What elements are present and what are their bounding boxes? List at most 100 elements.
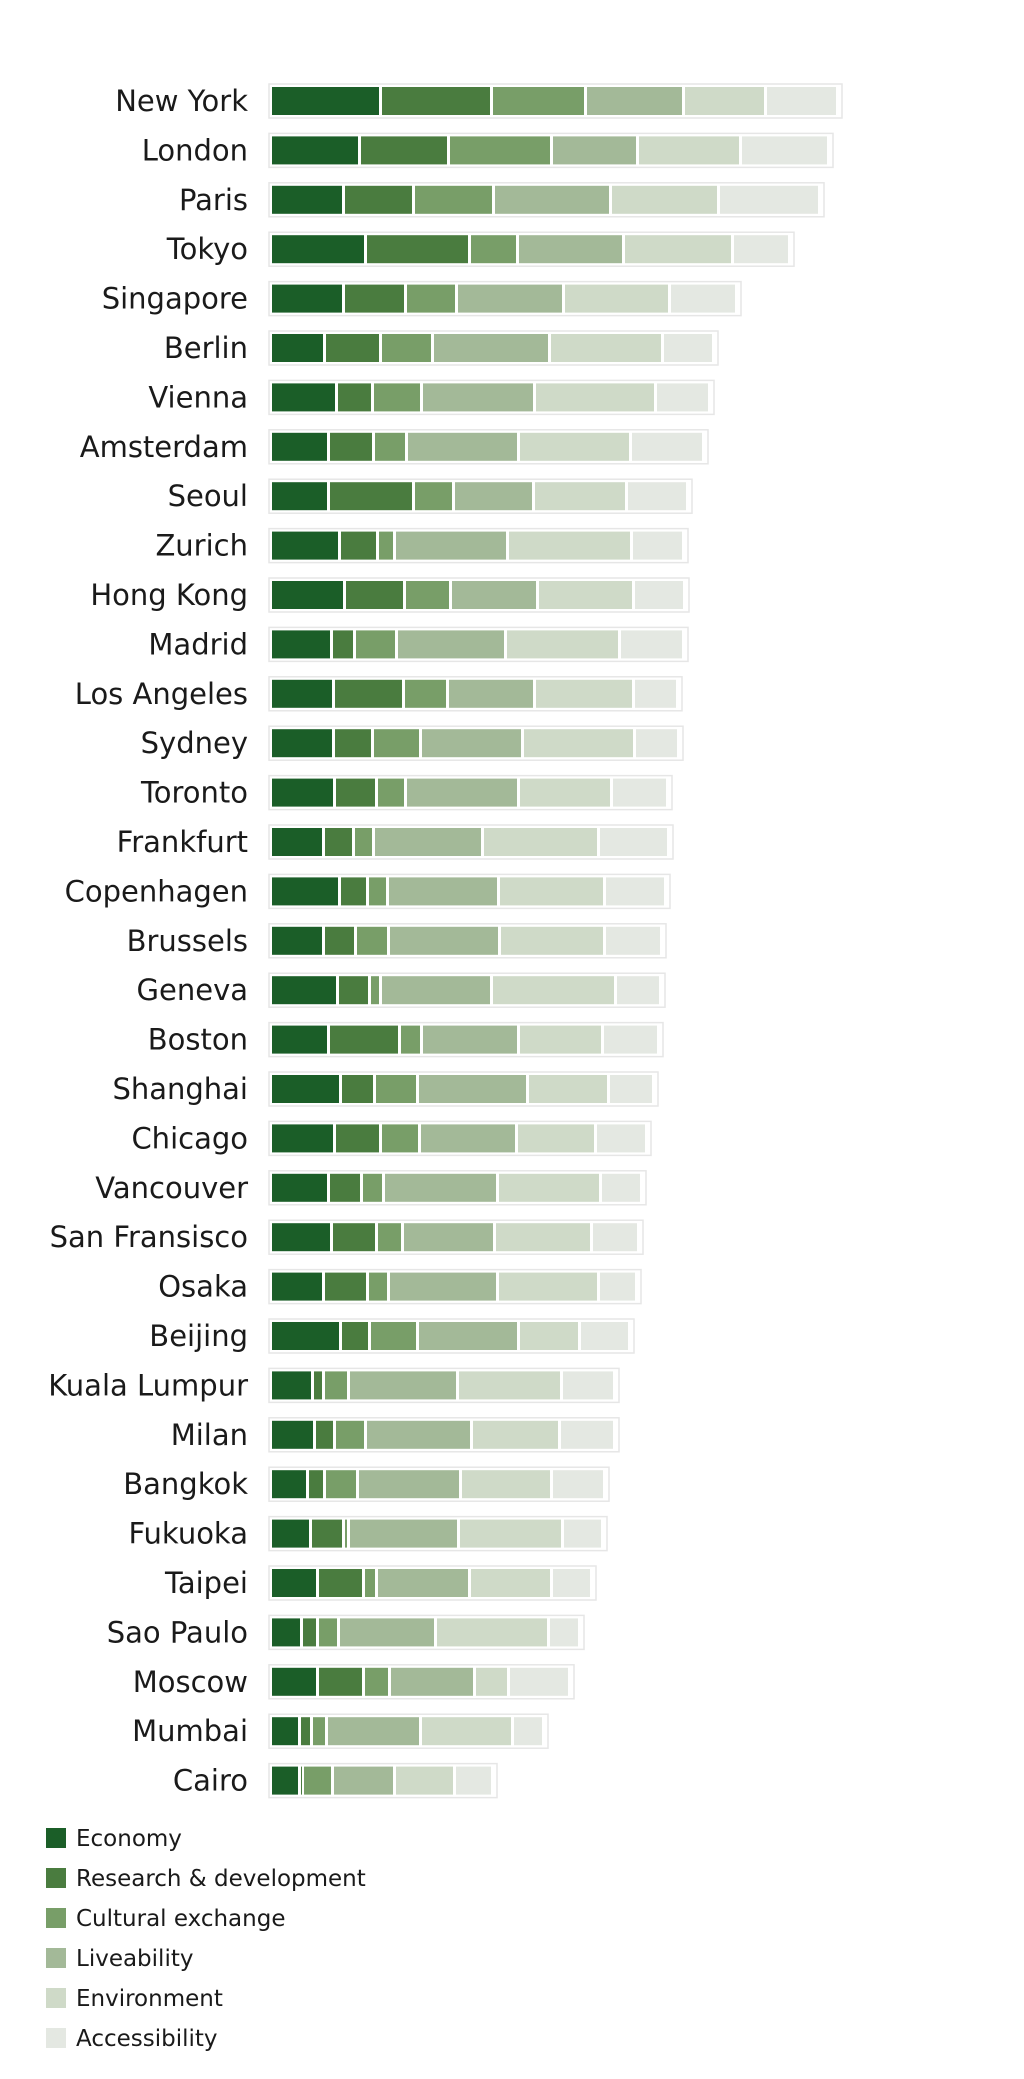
bar-segment-sydney-research-development [335, 729, 371, 758]
bar-segment-bangkok-economy [272, 1470, 306, 1499]
bar-segment-london-economy [272, 136, 358, 165]
city-label-vancouver: Vancouver [95, 1171, 248, 1205]
bar-segment-london-accessibility [742, 136, 827, 165]
bar-segment-london-cultural-exchange [450, 136, 550, 165]
bar-segment-amsterdam-environment [520, 432, 629, 461]
bar-segment-madrid-cultural-exchange [356, 630, 395, 659]
bar-segment-seoul-cultural-exchange [415, 482, 452, 511]
bar-segment-milan-economy [272, 1420, 313, 1449]
city-label-los-angeles: Los Angeles [75, 677, 248, 711]
bar-segment-tokyo-accessibility [734, 235, 788, 264]
bar-segment-los-angeles-accessibility [635, 679, 676, 708]
bar-segment-milan-environment [473, 1420, 558, 1449]
city-label-new-york: New York [115, 84, 248, 118]
bar-segment-beijing-research-development [342, 1322, 368, 1350]
city-label-taipei: Taipei [164, 1566, 248, 1600]
bar-segment-shanghai-research-development [342, 1075, 373, 1103]
bar-segment-osaka-liveability [390, 1272, 496, 1301]
bar-segment-paris-research-development [345, 185, 412, 214]
bar-segment-bangkok-liveability [359, 1470, 459, 1499]
bar-segment-frankfurt-cultural-exchange [355, 828, 372, 856]
bar-segment-sao-paulo-liveability [340, 1618, 434, 1647]
bar-segment-moscow-research-development [319, 1667, 362, 1696]
bar-segment-london-environment [639, 136, 739, 165]
bar-segment-seoul-research-development [330, 482, 412, 511]
bar-segment-beijing-cultural-exchange [371, 1322, 416, 1350]
bar-segment-geneva-cultural-exchange [371, 976, 379, 1005]
bar-segment-milan-research-development [316, 1420, 333, 1449]
city-label-mumbai: Mumbai [132, 1714, 248, 1748]
bar-segment-cairo-research-development [301, 1766, 302, 1795]
bar-segment-copenhagen-cultural-exchange [369, 877, 386, 906]
bar-segment-paris-liveability [495, 185, 609, 214]
bar-segment-seoul-economy [272, 482, 327, 511]
bar-segment-chicago-liveability [421, 1124, 515, 1153]
bar-segment-vancouver-liveability [385, 1173, 496, 1202]
bar-segment-seoul-liveability [455, 482, 532, 511]
bar-segment-los-angeles-environment [536, 679, 632, 708]
bar-segment-sydney-accessibility [636, 729, 677, 758]
city-label-geneva: Geneva [137, 973, 248, 1007]
legend-label-environment: Environment [76, 1986, 223, 2012]
bar-segment-paris-cultural-exchange [415, 185, 492, 214]
bar-segment-brussels-economy [272, 926, 322, 955]
legend-label-cultural-exchange: Cultural exchange [76, 1906, 285, 1932]
bar-segment-cairo-cultural-exchange [304, 1766, 331, 1795]
bar-segment-osaka-research-development [325, 1272, 366, 1301]
bar-segment-mumbai-research-development [301, 1717, 310, 1746]
bar-segment-chicago-economy [272, 1124, 333, 1153]
bar-segment-amsterdam-liveability [408, 432, 517, 461]
bar-segment-osaka-environment [499, 1272, 597, 1301]
bar-segment-amsterdam-accessibility [632, 432, 702, 461]
bar-segment-taipei-environment [471, 1569, 550, 1597]
bar-segment-boston-environment [520, 1025, 601, 1054]
bar-segment-sydney-liveability [422, 729, 521, 758]
bar-segment-geneva-environment [493, 976, 614, 1005]
bar-segment-fukuoka-accessibility [564, 1519, 601, 1548]
city-label-shanghai: Shanghai [112, 1072, 248, 1106]
bar-segment-los-angeles-economy [272, 679, 332, 708]
bar-segment-frankfurt-liveability [375, 828, 481, 856]
bar-segment-shanghai-environment [529, 1075, 607, 1103]
bar-segment-kuala-lumpur-cultural-exchange [325, 1371, 347, 1400]
bar-segment-frankfurt-economy [272, 828, 322, 856]
bar-segment-shanghai-economy [272, 1075, 339, 1103]
bar-segment-berlin-environment [551, 334, 661, 362]
city-label-osaka: Osaka [158, 1270, 248, 1304]
bar-segment-san-fransisco-research-development [333, 1223, 375, 1252]
legend-swatch-economy [46, 1828, 66, 1848]
bar-segment-los-angeles-research-development [335, 679, 402, 708]
bar-segment-mumbai-cultural-exchange [313, 1717, 325, 1746]
bar-segment-kuala-lumpur-economy [272, 1371, 311, 1400]
bar-segment-geneva-liveability [382, 976, 490, 1005]
bar-segment-vancouver-environment [499, 1173, 599, 1202]
bar-segment-toronto-cultural-exchange [378, 778, 404, 807]
city-label-fukuoka: Fukuoka [128, 1517, 248, 1551]
bar-segment-chicago-accessibility [597, 1124, 645, 1153]
city-label-moscow: Moscow [133, 1665, 248, 1699]
bar-segment-taipei-liveability [378, 1569, 468, 1597]
bar-segment-osaka-cultural-exchange [369, 1272, 387, 1301]
bar-segment-sydney-cultural-exchange [374, 729, 419, 758]
bar-segment-chicago-research-development [336, 1124, 379, 1153]
bar-segment-geneva-accessibility [617, 976, 659, 1005]
bar-segment-tokyo-economy [272, 235, 364, 264]
city-label-toronto: Toronto [140, 776, 248, 810]
city-label-copenhagen: Copenhagen [65, 874, 248, 908]
legend-label-economy: Economy [76, 1826, 182, 1852]
bar-segment-hong-kong-liveability [452, 581, 536, 609]
bar-segment-hong-kong-economy [272, 581, 343, 609]
bar-segment-bangkok-environment [462, 1470, 550, 1499]
bar-segment-osaka-economy [272, 1272, 322, 1301]
bar-segment-cairo-liveability [334, 1766, 393, 1795]
bar-segment-geneva-research-development [339, 976, 368, 1005]
bar-segment-taipei-economy [272, 1569, 316, 1597]
bar-segment-fukuoka-economy [272, 1519, 309, 1548]
bar-segment-seoul-environment [535, 482, 625, 511]
bar-segment-shanghai-cultural-exchange [376, 1075, 416, 1103]
bar-segment-fukuoka-environment [460, 1519, 561, 1548]
bar-segment-brussels-cultural-exchange [357, 926, 387, 955]
bar-segment-moscow-accessibility [510, 1667, 568, 1696]
bar-segment-sao-paulo-research-development [303, 1618, 316, 1647]
city-label-madrid: Madrid [148, 627, 248, 661]
